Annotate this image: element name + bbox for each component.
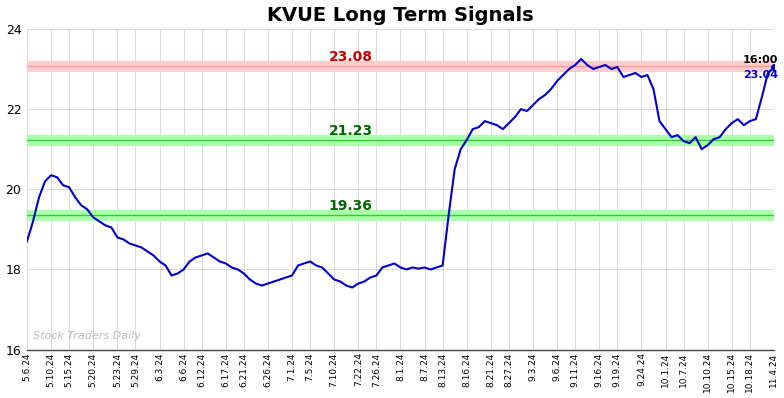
Text: 21.23: 21.23: [328, 124, 373, 138]
Title: KVUE Long Term Signals: KVUE Long Term Signals: [267, 6, 534, 25]
Text: 23.04: 23.04: [743, 70, 778, 80]
Text: Stock Traders Daily: Stock Traders Daily: [33, 331, 141, 341]
Text: 19.36: 19.36: [328, 199, 372, 213]
Text: 23.08: 23.08: [328, 50, 372, 64]
Text: 16:00: 16:00: [742, 55, 778, 64]
